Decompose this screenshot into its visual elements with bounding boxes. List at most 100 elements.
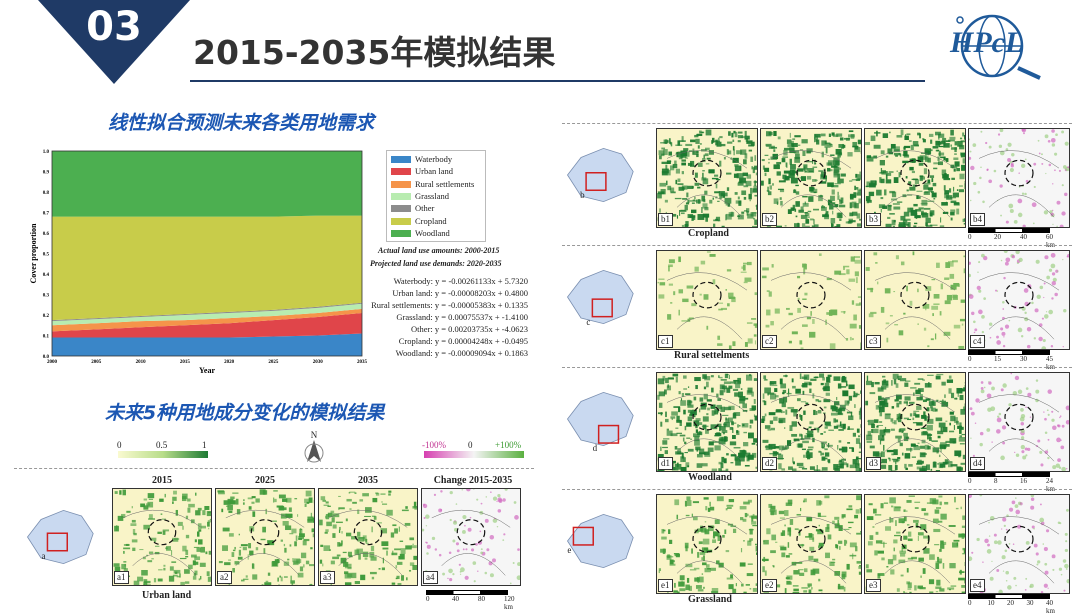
- equation: Rural settlements: y = -0.00005383x + 0.…: [371, 300, 528, 310]
- locator-tag: b: [580, 190, 585, 200]
- legend-label: Cropland: [415, 216, 447, 226]
- scale-label: 0: [968, 599, 972, 607]
- panel-label: a4: [423, 571, 438, 584]
- col-2025: 2025: [215, 475, 315, 486]
- panel-label: b3: [866, 213, 881, 226]
- equation: Waterbody: y = -0.00261133x + 5.7320: [394, 276, 528, 286]
- x-tick-label: 2005: [91, 360, 102, 365]
- locator-tag: d: [593, 443, 598, 453]
- change-label-pos: +100%: [495, 440, 521, 450]
- legend-item: Woodland: [387, 228, 485, 240]
- scale-label: 60 km: [1046, 233, 1060, 249]
- equation: Grassland: y = 0.00075537x + -1.4100: [396, 312, 528, 322]
- scale-label: 0: [968, 477, 972, 485]
- title-underline: [190, 80, 925, 82]
- row-label: Rural settelments: [674, 350, 749, 361]
- row-label-urban: Urban land: [142, 590, 191, 601]
- row-divider: [562, 489, 1072, 490]
- x-tick-label: 2015: [180, 360, 191, 365]
- section-number: 03: [38, 4, 190, 50]
- map-panel: a2: [215, 488, 315, 586]
- map-panel: d2: [760, 372, 862, 472]
- map-panel: a4: [421, 488, 521, 586]
- divider-left: [14, 468, 534, 469]
- map-panel: c4: [968, 250, 1070, 350]
- row-label: Woodland: [688, 472, 732, 483]
- scale-label: 0: [968, 355, 972, 363]
- scale-bar-graphic: [968, 350, 1050, 355]
- col-change: Change 2015-2035: [418, 475, 528, 486]
- locator-map: e: [554, 506, 644, 576]
- scale-label: 40: [452, 595, 459, 603]
- legend-swatch: [391, 230, 411, 237]
- note-actual: Actual land use amounts: 2000-2015: [378, 246, 499, 255]
- locator-tag: a: [41, 551, 45, 561]
- scale-label: 120 km: [504, 595, 518, 611]
- north-label: N: [303, 430, 325, 440]
- scale-label: 20: [1007, 599, 1014, 607]
- y-tick-label: 0.3: [43, 294, 50, 299]
- x-axis-label: Year: [199, 366, 215, 375]
- legend-label: Rural settlements: [415, 179, 474, 189]
- change-label-zero: 0: [468, 440, 473, 450]
- map-panel: e1: [656, 494, 758, 594]
- panel-label: d3: [866, 457, 881, 470]
- equation: Other: y = 0.00203735x + -4.0623: [411, 324, 528, 334]
- subtitle-demand: 线性拟合预测未来各类用地需求: [108, 108, 374, 135]
- legend-item: Other: [387, 203, 485, 215]
- note-projected: Projected land use demands: 2020-2035: [370, 259, 502, 268]
- colorbar-label-mid: 0.5: [156, 440, 167, 450]
- scale-bar-graphic: [968, 472, 1050, 477]
- panel-label: e3: [866, 579, 881, 592]
- x-tick-label: 2010: [136, 360, 147, 365]
- locator-map: d: [554, 384, 644, 454]
- panel-label: b1: [658, 213, 673, 226]
- logo-text: HPcL: [950, 26, 1023, 60]
- panel-label: c3: [866, 335, 881, 348]
- scale-label: 16: [1020, 477, 1027, 485]
- y-tick-label: 0.6: [43, 232, 50, 237]
- row-divider: [562, 245, 1072, 246]
- legend-item: Grassland: [387, 191, 485, 203]
- north-arrow-icon: [303, 440, 325, 464]
- equation: Woodland: y = -0.00009094x + 0.1863: [396, 348, 528, 358]
- panel-label: b4: [970, 213, 985, 226]
- page-title: 2015-2035年模拟结果: [193, 26, 555, 74]
- panel-label: c4: [970, 335, 985, 348]
- map-panel: b1: [656, 128, 758, 228]
- scale-label: 30: [1027, 599, 1034, 607]
- map-panel: b2: [760, 128, 862, 228]
- row-divider: [562, 367, 1072, 368]
- col-2035: 2035: [318, 475, 418, 486]
- scale-label: 40 km: [1046, 599, 1060, 615]
- locator-map: b: [554, 140, 644, 210]
- legend-item: Rural settlements: [387, 179, 485, 191]
- map-panel: e2: [760, 494, 862, 594]
- panel-label: e2: [762, 579, 777, 592]
- equation: Cropland: y = 0.00004248x + -0.0495: [399, 336, 528, 346]
- scale-label: 10: [988, 599, 995, 607]
- locator-map: c: [554, 262, 644, 332]
- scale-label: 80: [478, 595, 485, 603]
- map-panel: d3: [864, 372, 966, 472]
- scale-label: 0: [968, 233, 972, 241]
- x-tick-label: 2000: [47, 360, 58, 365]
- panel-label: e1: [658, 579, 673, 592]
- scale-label: 30: [1020, 355, 1027, 363]
- panel-label: d4: [970, 457, 985, 470]
- y-tick-label: 0.7: [43, 212, 50, 217]
- scale-label: 45 km: [1046, 355, 1060, 371]
- legend-label: Waterbody: [415, 154, 452, 164]
- y-tick-label: 0.9: [43, 171, 50, 176]
- row-label: Grassland: [688, 594, 732, 605]
- panel-label: a1: [114, 571, 129, 584]
- area-woodland: [52, 151, 362, 217]
- row-divider: [562, 123, 1072, 124]
- map-panel: c3: [864, 250, 966, 350]
- map-panel: b3: [864, 128, 966, 228]
